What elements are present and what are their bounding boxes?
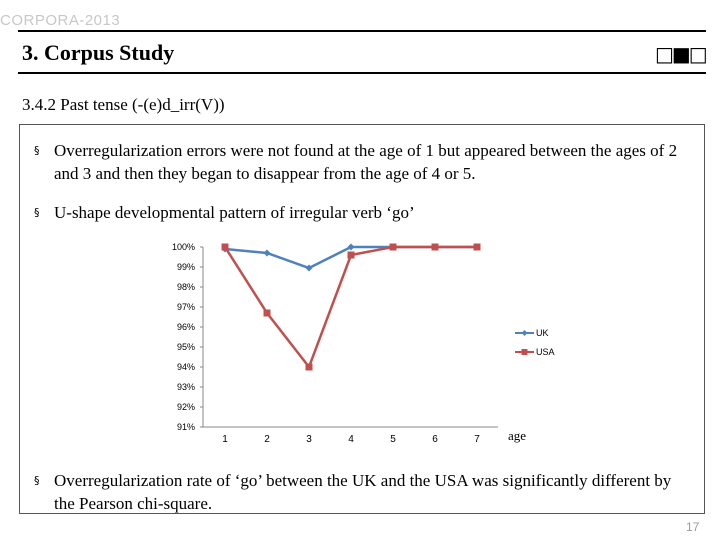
data-point-uk <box>305 264 313 272</box>
legend-marker-usa <box>521 349 528 355</box>
series-line-usa <box>223 245 477 370</box>
y-tick-label: 94% <box>177 362 195 372</box>
page-number: 17 <box>686 520 700 534</box>
bullet-text: Overregularization rate of ‘go’ between … <box>54 471 672 513</box>
chart-series <box>221 243 481 371</box>
legend-marker-uk <box>521 330 528 336</box>
x-tick-label: 4 <box>348 434 354 445</box>
content-box <box>19 124 705 514</box>
bullet-text: Overregularization errors were not found… <box>54 141 678 183</box>
slide-title: 3. Corpus Study <box>22 40 175 65</box>
x-tick-label: 6 <box>432 434 438 445</box>
x-tick-label: 1 <box>222 434 228 445</box>
course-header: CORPORA-2013 <box>0 12 121 29</box>
bullet-item-1: § Overregularization errors were not fou… <box>34 139 694 185</box>
x-tick-label: 2 <box>264 434 270 445</box>
chart-y-ticks: 91% 92% 93% 94% 95% 96% 97% 98% 99% 100% <box>172 242 203 432</box>
x-tick-label: 7 <box>474 434 480 445</box>
y-tick-label: 95% <box>177 342 195 352</box>
data-point-usa <box>347 251 355 259</box>
bullet-item-2: § U-shape developmental pattern of irreg… <box>34 201 694 224</box>
chart-x-ticks: 1 2 3 4 5 6 7 <box>222 434 480 445</box>
x-axis-label: age <box>508 428 526 443</box>
y-tick-label: 91% <box>177 422 195 432</box>
y-tick-label: 92% <box>177 402 195 412</box>
y-tick-label: 97% <box>177 302 195 312</box>
y-tick-label: 96% <box>177 322 195 332</box>
y-tick-label: 100% <box>172 242 195 252</box>
section-subtitle: 3.4.2 Past tense (-(e)d_irr(V)) <box>22 95 225 114</box>
logo-icon: □■□ <box>655 42 708 66</box>
legend-label-usa: USA <box>536 347 555 357</box>
data-point-usa <box>431 243 439 251</box>
header-rule <box>18 30 706 32</box>
title-rule <box>18 72 706 74</box>
data-point-uk <box>347 243 355 251</box>
legend-label-uk: UK <box>536 328 549 338</box>
y-tick-label: 93% <box>177 382 195 392</box>
data-point-usa <box>389 243 397 251</box>
data-point-usa <box>263 309 271 317</box>
bullet-marker-icon: § <box>34 206 40 219</box>
bullet-text: U-shape developmental pattern of irregul… <box>54 203 415 222</box>
data-point-usa <box>305 363 313 371</box>
data-point-uk <box>263 249 271 257</box>
bullet-item-3: § Overregularization rate of ‘go’ betwee… <box>34 469 694 515</box>
chart-legend: UK USA <box>515 328 555 357</box>
y-tick-label: 99% <box>177 262 195 272</box>
data-point-usa <box>221 243 229 251</box>
data-point-usa <box>473 243 481 251</box>
x-tick-label: 5 <box>390 434 396 445</box>
bullet-marker-icon: § <box>34 474 40 487</box>
x-tick-label: 3 <box>306 434 312 445</box>
chart-axes <box>202 247 498 428</box>
bullet-marker-icon: § <box>34 144 40 157</box>
y-tick-label: 98% <box>177 282 195 292</box>
